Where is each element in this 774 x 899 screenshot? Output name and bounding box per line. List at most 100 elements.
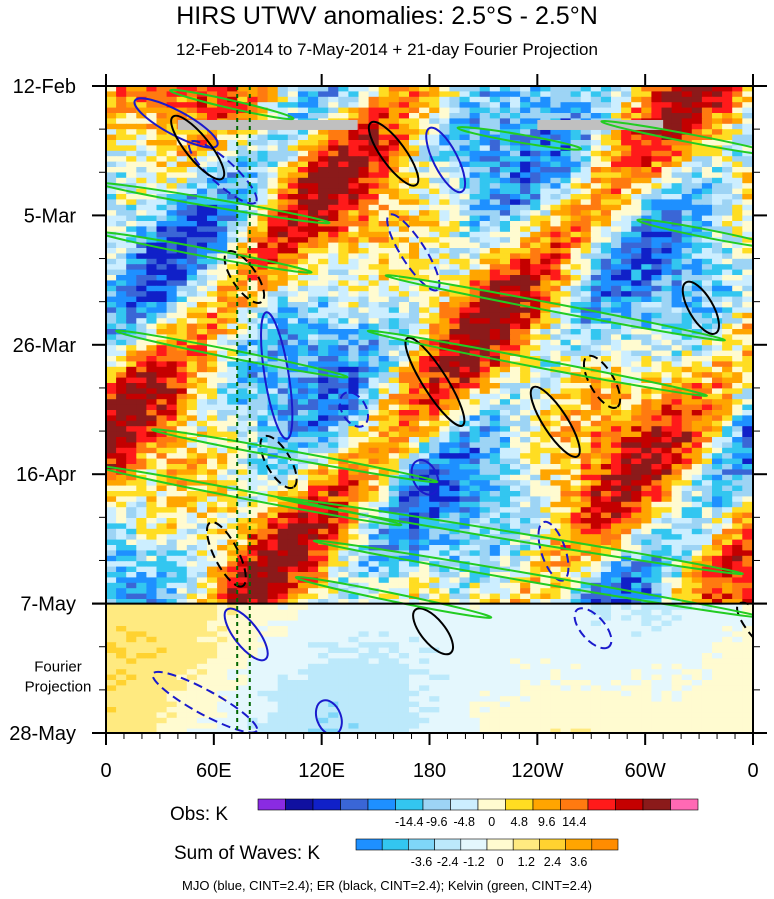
field-cell [540, 469, 551, 476]
field-cell [247, 388, 259, 395]
field-cell [681, 210, 693, 217]
field-cell [237, 307, 248, 314]
field-cell [227, 404, 238, 411]
field-cell [196, 329, 208, 335]
field-cell [237, 150, 248, 157]
field-cell [237, 161, 248, 168]
field-cell [388, 339, 400, 346]
field-cell [621, 102, 632, 109]
field-cell [398, 215, 410, 222]
field-cell [247, 188, 259, 195]
field-cell [116, 134, 127, 141]
field-cell [297, 372, 309, 379]
field-cell [227, 237, 238, 244]
field-cell [116, 107, 127, 114]
field-cell [217, 415, 228, 422]
field-cell [277, 399, 289, 406]
field-cell [166, 96, 178, 103]
field-cell [469, 329, 481, 335]
field-cell [287, 140, 299, 146]
field-cell [106, 123, 117, 130]
field-cell [742, 231, 753, 238]
field-cell [136, 145, 147, 152]
field-cell [136, 334, 147, 341]
field-cell [580, 253, 592, 260]
field-cell [530, 415, 541, 422]
field-cell [570, 172, 582, 179]
field-cell [570, 447, 582, 454]
field-cell [510, 183, 521, 190]
field-cell [661, 145, 673, 152]
field-cell [308, 177, 319, 184]
field-cell [681, 221, 693, 227]
field-cell [530, 393, 541, 400]
field-cell [378, 188, 390, 195]
field-cell [752, 318, 753, 325]
field-cell [449, 183, 461, 190]
field-cell [600, 204, 612, 211]
field-cell [297, 485, 309, 492]
field-cell [116, 491, 127, 497]
field-cell [459, 145, 471, 152]
field-cell [267, 372, 279, 379]
field-cell [651, 442, 663, 449]
field-cell [560, 491, 572, 497]
field-cell [116, 102, 127, 109]
field-cell [510, 107, 521, 114]
field-cell [540, 258, 551, 265]
field-cell [641, 91, 652, 98]
field-cell [560, 264, 572, 271]
field-cell [176, 437, 188, 443]
field-cell [742, 318, 753, 325]
field-cell [166, 312, 178, 319]
field-cell [510, 485, 521, 492]
field-cell [186, 442, 198, 449]
field-cell [207, 177, 218, 184]
field-cell [631, 215, 642, 222]
field-cell [257, 458, 269, 465]
field-cell [358, 302, 370, 308]
field-cell [126, 442, 137, 449]
field-cell [712, 415, 723, 422]
field-cell [207, 345, 218, 352]
field-cell [247, 491, 259, 497]
field-cell [570, 366, 582, 373]
field-cell [499, 296, 511, 303]
field-cell [732, 458, 743, 465]
field-cell [358, 491, 370, 497]
field-cell [186, 264, 198, 271]
field-cell [580, 377, 592, 384]
field-cell [732, 356, 743, 362]
field-cell [308, 221, 319, 227]
field-cell [388, 177, 400, 184]
field-cell [156, 458, 168, 465]
field-cell [732, 134, 743, 141]
field-cell [550, 167, 562, 173]
field-cell [176, 140, 188, 146]
field-cell [600, 366, 612, 373]
field-cell [338, 415, 349, 422]
field-cell [277, 102, 289, 109]
field-cell [136, 113, 147, 119]
field-cell [429, 140, 440, 146]
field-cell [257, 194, 269, 200]
field-cell [106, 172, 117, 179]
field-cell [257, 285, 269, 292]
field-cell [267, 420, 279, 427]
field-cell [530, 107, 541, 114]
field-cell [439, 420, 450, 427]
field-cell [328, 345, 339, 352]
field-cell [499, 237, 511, 244]
field-cell [621, 231, 632, 238]
field-cell [207, 188, 218, 195]
field-cell [136, 86, 147, 92]
field-cell [358, 258, 370, 265]
field-cell [530, 221, 541, 227]
field-cell [328, 404, 339, 411]
field-cell [661, 183, 673, 190]
field-cell [378, 388, 390, 395]
field-cell [611, 415, 622, 422]
field-cell [499, 280, 511, 287]
field-cell [257, 215, 269, 222]
field-cell [510, 426, 521, 433]
